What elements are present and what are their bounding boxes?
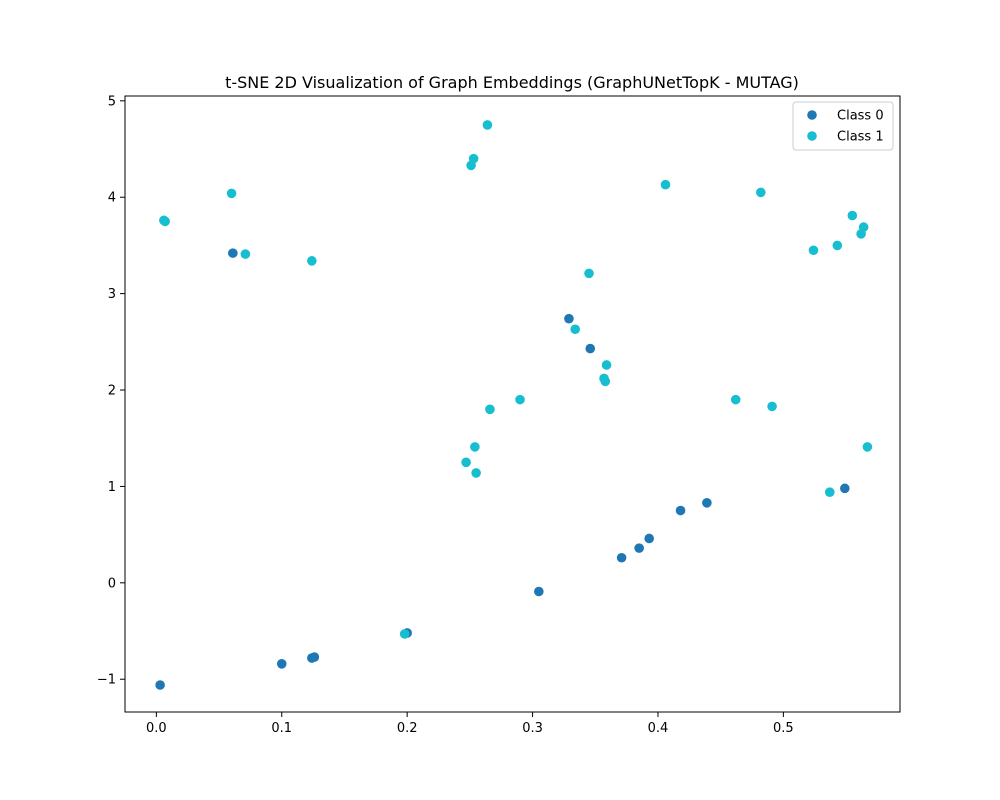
data-point <box>616 552 627 563</box>
data-point <box>570 324 581 335</box>
x-tick-label: 0.5 <box>773 721 794 736</box>
data-point <box>856 229 866 239</box>
legend: Class 0 Class 1 <box>792 101 894 151</box>
legend-label: Class 1 <box>837 130 884 145</box>
data-point <box>660 179 671 190</box>
data-point <box>584 268 594 279</box>
legend-label: Class 0 <box>837 109 884 124</box>
data-point <box>832 240 843 251</box>
data-point <box>644 533 654 544</box>
x-tick-label: 0.1 <box>271 721 292 736</box>
y-tick-label: 1 <box>108 480 116 495</box>
data-point <box>228 248 238 258</box>
series-0 <box>155 248 850 690</box>
data-point <box>675 505 686 516</box>
data-point <box>756 187 766 198</box>
y-tick-label: 0 <box>108 576 116 591</box>
data-point <box>730 394 741 405</box>
x-tick-label: 0.0 <box>146 721 167 736</box>
x-tick-label: 0.3 <box>522 721 543 736</box>
data-point <box>634 543 644 553</box>
data-point <box>534 586 544 597</box>
y-tick-label: 4 <box>108 191 116 206</box>
data-point <box>468 153 479 164</box>
legend-marker <box>807 131 817 141</box>
y-tick-label: 5 <box>108 94 116 109</box>
data-point <box>515 394 525 405</box>
y-tick-label: 2 <box>108 384 116 399</box>
data-point <box>862 442 873 452</box>
data-point <box>160 216 170 227</box>
data-point <box>309 652 320 662</box>
data-point <box>226 188 237 199</box>
data-point <box>471 468 481 478</box>
data-point <box>702 498 712 508</box>
legend-marker <box>807 110 817 120</box>
y-tick-label: −1 <box>97 673 116 688</box>
legend-box <box>792 101 894 151</box>
series-1 <box>159 120 873 639</box>
y-tick-label: 3 <box>108 287 116 302</box>
data-point <box>482 120 493 130</box>
data-point <box>564 313 574 324</box>
chart-title: t-SNE 2D Visualization of Graph Embeddin… <box>225 73 799 92</box>
data-point <box>240 249 251 259</box>
data-points <box>155 120 873 690</box>
plot-area <box>124 95 901 713</box>
data-point <box>767 401 777 412</box>
data-point <box>276 658 287 669</box>
data-point <box>824 487 835 498</box>
data-point <box>847 210 858 221</box>
data-point <box>600 376 611 387</box>
y-axis: −1 0 1 2 3 4 5 <box>97 94 125 688</box>
data-point <box>585 343 596 354</box>
x-tick-label: 0.2 <box>397 721 418 736</box>
data-point <box>461 457 471 468</box>
data-point <box>307 256 317 266</box>
data-point <box>155 680 165 690</box>
x-tick-label: 0.4 <box>648 721 669 736</box>
data-point <box>840 483 850 494</box>
data-point <box>470 442 480 452</box>
x-axis: 0.0 0.1 0.2 0.3 0.4 0.5 <box>146 712 794 736</box>
data-point <box>601 360 612 370</box>
data-point <box>399 629 410 639</box>
data-point <box>808 245 819 256</box>
data-point <box>485 404 495 415</box>
